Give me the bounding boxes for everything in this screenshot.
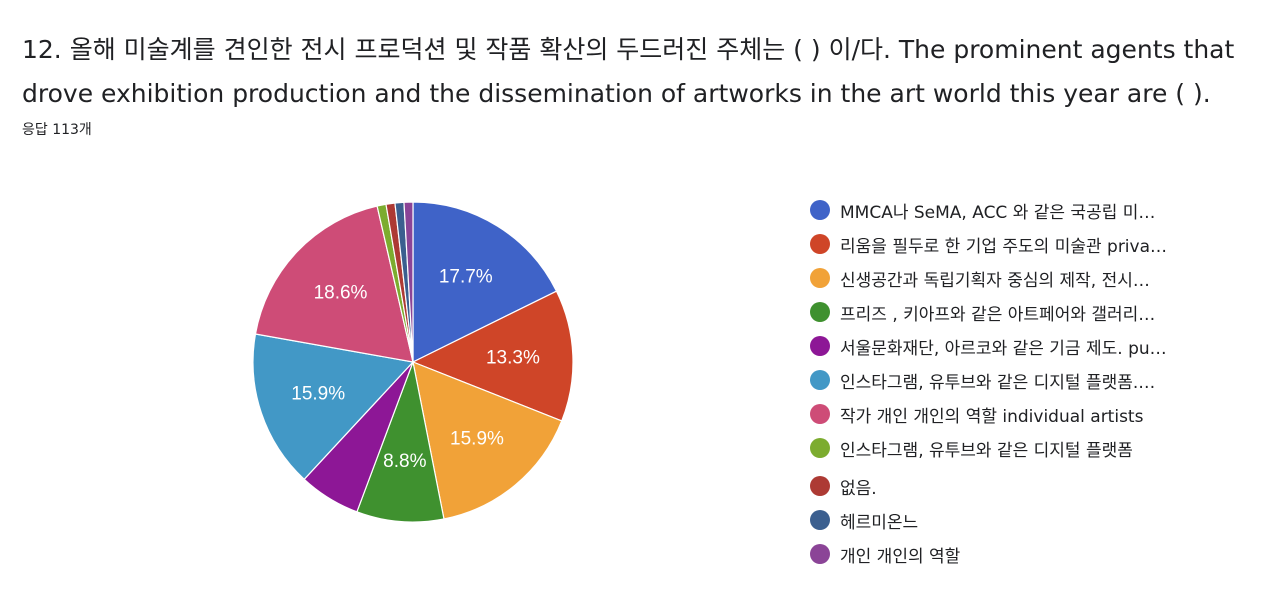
legend-swatch [810, 544, 830, 564]
legend-label: 인스타그램, 유투브와 같은 디지털 플랫폼 [840, 440, 1133, 461]
legend-swatch [810, 476, 830, 496]
legend-swatch [810, 438, 830, 458]
legend-swatch [810, 336, 830, 356]
legend-item[interactable]: 리움을 필두로 한 기업 주도의 미술관 priva… [810, 227, 1167, 261]
legend-item[interactable]: 헤르미온느 [810, 503, 1167, 537]
legend-label: 작가 개인 개인의 역할 individual artists [840, 406, 1144, 427]
question-title: 12. 올해 미술계를 견인한 전시 프로덕션 및 작품 확산의 두드러진 주체… [22, 35, 1235, 108]
legend-item[interactable]: 신생공간과 독립기획자 중심의 제작, 전시… [810, 261, 1167, 295]
legend-label: 서울문화재단, 아르코와 같은 기금 제도. pu… [840, 338, 1167, 359]
legend-label: 리움을 필두로 한 기업 주도의 미술관 priva… [840, 236, 1168, 257]
legend-swatch [810, 370, 830, 390]
pie-slice [412, 201, 558, 363]
slice-percent-label: 15.9% [291, 383, 345, 404]
legend-swatch [810, 234, 830, 254]
legend-item[interactable]: 서울문화재단, 아르코와 같은 기금 제도. pu… [810, 329, 1167, 363]
slice-percent-label: 18.6% [314, 283, 368, 304]
legend-item[interactable]: 없음. [810, 469, 1167, 503]
legend-item[interactable]: 작가 개인 개인의 역할 individual artists [810, 397, 1167, 431]
legend-swatch [810, 404, 830, 424]
legend-swatch [810, 510, 830, 530]
pie-slice [412, 361, 563, 520]
legend-label: 없음. [840, 478, 877, 499]
legend-label: 개인 개인의 역할 [840, 546, 961, 567]
legend-label: 신생공간과 독립기획자 중심의 제작, 전시… [840, 270, 1150, 291]
legend-swatch [810, 268, 830, 288]
legend-item[interactable]: 인스타그램, 유투브와 같은 디지털 플랫폼 [810, 431, 1167, 465]
slice-percent-label: 8.8% [383, 451, 426, 472]
legend-swatch [810, 302, 830, 322]
legend-label: MMCA나 SeMA, ACC 와 같은 국공립 미… [840, 202, 1156, 223]
pie-slice [411, 290, 574, 422]
pie-chart: 17.7% 13.3% 15.9% 8.8% 15.9% 18.6% [252, 201, 574, 523]
legend-label: 프리즈 , 키아프와 같은 아트페어와 갤러리… [840, 304, 1156, 325]
slice-percent-label: 13.3% [486, 347, 540, 368]
legend-item[interactable]: 프리즈 , 키아프와 같은 아트페어와 갤러리… [810, 295, 1167, 329]
legend-item[interactable]: 개인 개인의 역할 [810, 537, 1167, 571]
legend: MMCA나 SeMA, ACC 와 같은 국공립 미… 리움을 필두로 한 기업 … [810, 193, 1167, 571]
pie-slice [403, 201, 414, 363]
pie-slice [254, 205, 414, 363]
response-count: 응답 113개 [22, 122, 92, 138]
legend-label: 인스타그램, 유투브와 같은 디지털 플랫폼.… [840, 372, 1156, 393]
legend-label: 헤르미온느 [840, 512, 919, 533]
legend-item[interactable]: MMCA나 SeMA, ACC 와 같은 국공립 미… [810, 193, 1167, 227]
legend-swatch [810, 200, 830, 220]
pie-slice [356, 359, 445, 523]
slice-percent-label: 15.9% [450, 428, 504, 449]
legend-item[interactable]: 인스타그램, 유투브와 같은 디지털 플랫폼.… [810, 363, 1167, 397]
slice-percent-label: 17.7% [439, 267, 493, 288]
pie-slice [252, 333, 415, 481]
